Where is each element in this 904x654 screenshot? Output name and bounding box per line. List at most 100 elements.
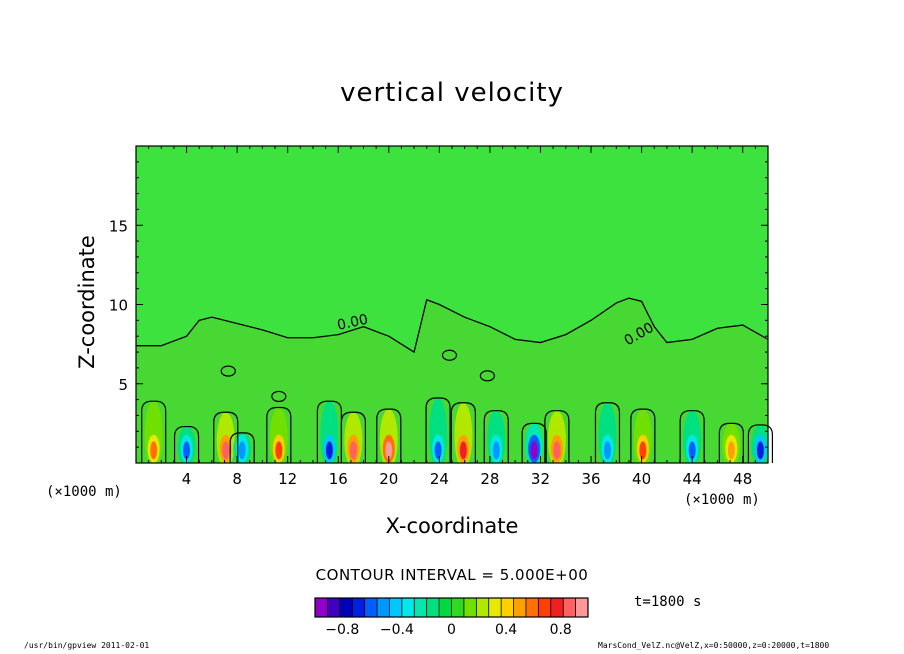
- colorbar-swatch: [339, 598, 353, 617]
- cell-contour: [747, 424, 774, 463]
- footer-program-date: /usr/bin/gpview 2011-02-01: [24, 641, 150, 650]
- cell-contour: [679, 410, 705, 463]
- cell-contour: [521, 422, 547, 463]
- colorbar-swatch: [377, 598, 390, 617]
- small-contour: [479, 370, 495, 382]
- cell-core: [238, 441, 246, 460]
- convective-cell: [177, 426, 196, 463]
- colorbar-swatch: [426, 598, 440, 617]
- convective-cell: [525, 423, 544, 463]
- cell-contour: [483, 410, 509, 463]
- zero-contour-line: [136, 297, 768, 354]
- cell-contour: [630, 408, 656, 463]
- cell-contour: [173, 425, 200, 463]
- contour-label: 0.00: [336, 312, 370, 334]
- x-tick-label: 4: [182, 470, 192, 488]
- colorbar-swatch: [501, 598, 514, 617]
- convective-cell: [683, 410, 702, 463]
- convective-cell: [320, 401, 339, 463]
- colorbar-swatch: [439, 598, 452, 617]
- cell-core: [349, 441, 357, 460]
- colorbar-swatch: [451, 598, 465, 617]
- small-contour: [220, 365, 236, 377]
- closed-contours: [141, 349, 774, 463]
- small-contour: [441, 349, 458, 361]
- cell-contour: [450, 402, 476, 463]
- colorbar-swatch: [575, 598, 589, 617]
- cell-contour: [229, 432, 255, 463]
- cell-contour: [340, 411, 367, 463]
- colorbar-swatch: [476, 598, 490, 617]
- x-axis-unit: (×1000 m): [684, 492, 760, 508]
- x-tick-label: 36: [581, 470, 600, 488]
- convective-cell: [751, 424, 768, 463]
- y-tick-label: 10: [109, 297, 128, 315]
- cell-core: [492, 441, 500, 460]
- cell-contour: [376, 408, 402, 463]
- colorbar-swatch: [389, 598, 403, 617]
- cell-core: [756, 441, 764, 460]
- convective-cell: [598, 402, 617, 463]
- convective-cell: [454, 402, 473, 463]
- colorbar-swatch: [352, 598, 366, 617]
- time-label: t=1800 s: [634, 594, 702, 610]
- x-tick-label: 32: [531, 470, 550, 488]
- convective-cell: [216, 412, 235, 463]
- x-tick-label: 16: [329, 470, 348, 488]
- x-axis-label: X-coordinate: [385, 514, 519, 538]
- colorbar-swatch: [538, 598, 552, 617]
- colorbar-swatch: [550, 598, 564, 617]
- convective-cell: [344, 412, 363, 463]
- cell-contour: [266, 406, 292, 463]
- cell-contour: [718, 422, 744, 463]
- convective-cell: [269, 407, 288, 463]
- cell-core: [183, 441, 191, 460]
- cell-contour: [141, 400, 167, 463]
- cell-core: [222, 441, 230, 460]
- colorbar-label: 0: [447, 622, 456, 638]
- small-contour: [271, 390, 287, 403]
- convective-cell: [633, 409, 652, 463]
- cell-core: [530, 441, 538, 460]
- colorbar-swatch: [364, 598, 378, 617]
- x-tick-label: 24: [430, 470, 449, 488]
- cell-core: [150, 441, 158, 460]
- colorbar-frame: [314, 597, 589, 618]
- colorbar-swatch: [525, 598, 539, 617]
- x-tick-label: 28: [480, 470, 499, 488]
- colorbar-label: 0.4: [495, 622, 517, 638]
- y-tick-label: 5: [118, 376, 128, 394]
- convective-cell: [429, 398, 448, 463]
- x-tick-label: 48: [733, 470, 752, 488]
- colorbar-swatch: [488, 598, 502, 617]
- convective-cell: [233, 432, 252, 463]
- contour-interval-label: CONTOUR INTERVAL = 5.000E+00: [315, 566, 589, 584]
- cell-core: [459, 441, 467, 460]
- colorbar-swatch: [513, 598, 527, 617]
- x-tick-label: 20: [379, 470, 398, 488]
- cell-contour: [213, 411, 239, 463]
- cell-contour: [544, 410, 570, 463]
- cell-core: [727, 441, 735, 460]
- convective-cell: [547, 410, 566, 463]
- convective-cell: [379, 409, 398, 463]
- cell-core: [688, 441, 696, 460]
- cell-core: [325, 441, 333, 460]
- velocity-field: [136, 298, 768, 463]
- cell-core: [434, 441, 442, 460]
- footer-data-source: MarsCond_VelZ.nc@VelZ,x=0:50000,z=0:2000…: [598, 641, 830, 650]
- cell-contour: [425, 397, 451, 463]
- cell-core: [553, 441, 561, 460]
- y-axis-unit: (×1000 m): [46, 484, 122, 500]
- colorbar-swatch: [327, 598, 341, 617]
- colorbar-swatch: [414, 598, 428, 617]
- colorbar-swatch: [563, 598, 576, 617]
- cell-core: [603, 441, 611, 460]
- convective-cell: [722, 423, 741, 463]
- colorbar-swatch: [315, 598, 328, 617]
- colorbar-swatch: [401, 598, 415, 617]
- chart-title: vertical velocity: [340, 78, 564, 108]
- cell-core: [639, 441, 647, 460]
- colorbar-label: −0.8: [325, 622, 359, 638]
